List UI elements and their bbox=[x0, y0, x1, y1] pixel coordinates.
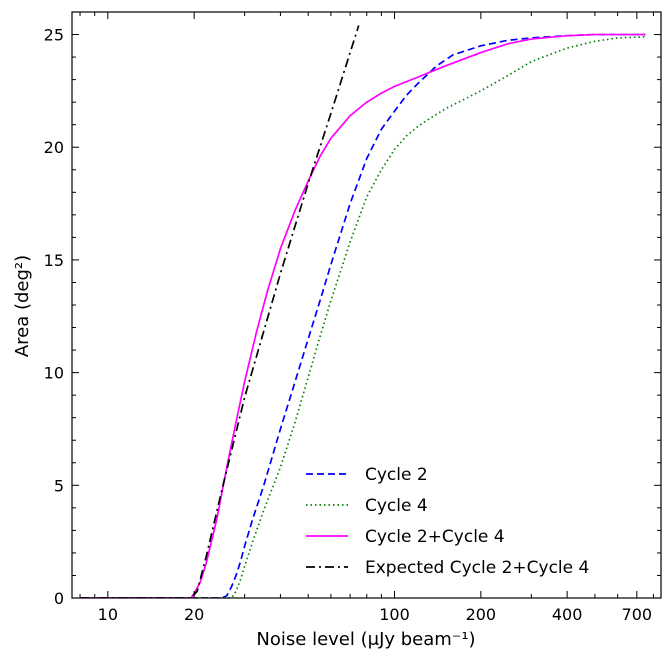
legend-label-3: Cycle 2+Cycle 4 bbox=[365, 527, 505, 547]
y-tick-label: 20 bbox=[44, 138, 64, 157]
x-tick-label: 200 bbox=[466, 605, 497, 624]
series-line-1 bbox=[80, 33, 646, 598]
y-tick-label: 5 bbox=[54, 476, 64, 495]
y-axis-label: Area (deg²) bbox=[12, 255, 33, 357]
x-tick-label: 700 bbox=[622, 605, 653, 624]
y-tick-label: 25 bbox=[44, 26, 64, 45]
series-line-2 bbox=[80, 35, 646, 598]
y-axis-label-main: Area (deg²) bbox=[12, 255, 33, 357]
legend-label-2: Cycle 4 bbox=[365, 496, 428, 516]
legend: Cycle 2 Cycle 4 Cycle 2+Cycle 4 Expected Cy… bbox=[306, 465, 589, 578]
plot-layer bbox=[80, 25, 646, 598]
legend-label-1: Cycle 2 bbox=[365, 465, 428, 485]
y-tick-label: 0 bbox=[54, 589, 64, 608]
y-tick-label: 15 bbox=[44, 251, 64, 270]
x-tick-label: 100 bbox=[379, 605, 410, 624]
x-tick-label: 400 bbox=[552, 605, 583, 624]
x-axis-label: Noise level (μJy beam⁻¹) bbox=[256, 629, 475, 650]
ticks-layer: 10 20 100 200 400 700 0 5 10 15 20 25 bbox=[44, 11, 661, 624]
series-line-4 bbox=[80, 25, 360, 598]
series-line-3 bbox=[80, 33, 646, 598]
x-tick-label: 20 bbox=[184, 605, 204, 624]
x-tick-label: 10 bbox=[98, 605, 118, 624]
y-tick-label: 10 bbox=[44, 364, 64, 383]
legend-label-4: Expected Cycle 2+Cycle 4 bbox=[365, 558, 589, 578]
